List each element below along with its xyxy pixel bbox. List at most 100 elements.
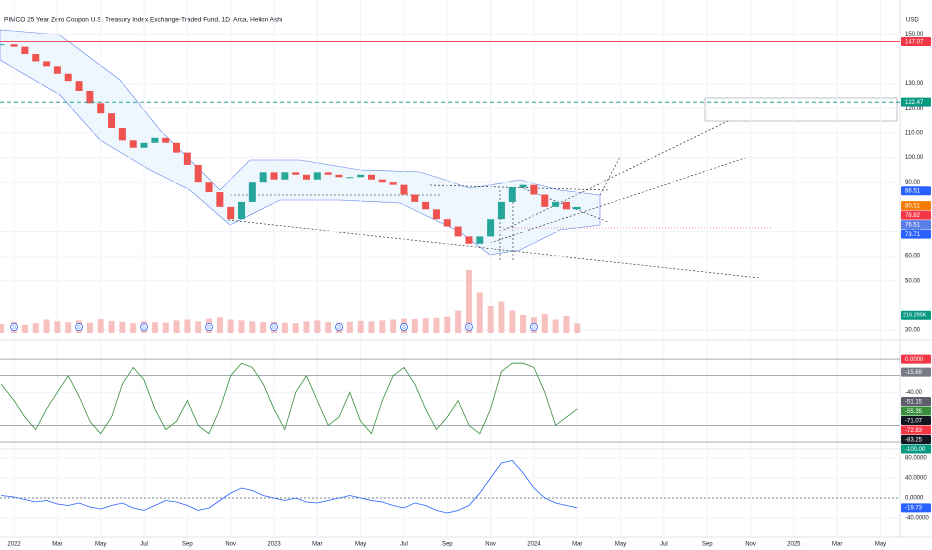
candle [183,152,191,165]
candle [476,236,484,244]
dividend-label: D [532,325,536,330]
x-tick-label: 2024 [527,542,541,548]
volume-bar [552,319,559,333]
candle [205,182,213,193]
candle [118,127,126,141]
candle [389,182,397,185]
candle [454,226,462,237]
candle [562,201,570,210]
price-tag-label: -71.07 [905,418,923,424]
candle [552,201,560,207]
volume-bar [314,320,321,333]
x-tick-label: May [95,542,106,548]
x-tick-label: Mar [572,542,582,548]
volume-bar [368,321,375,333]
x-tick-label: Mar [832,542,842,548]
candle [411,194,419,202]
y-tick-label: 80.0000 [905,456,927,462]
volume-bar [498,301,505,333]
candle [97,103,105,114]
candle [140,142,148,148]
price-tag [901,406,931,416]
volume-bar [379,320,386,333]
candle [21,46,29,55]
x-tick-label: May [355,542,366,548]
candle [194,164,202,183]
volume-bar [346,321,353,333]
dividend-label: D [402,325,406,330]
candle [129,140,137,148]
x-tick-label: Sep [442,542,453,548]
candle [335,174,343,178]
y-tick-label: 150.00 [905,32,924,38]
price-tag-label: 0.0000 [905,357,924,363]
momentum-tag [901,503,931,513]
price-tag [901,367,931,377]
x-tick-label: May [875,542,886,548]
candle [346,177,354,179]
candle [281,172,289,180]
candle [519,184,527,188]
dividend-icon [335,323,343,331]
price-tag [901,37,931,47]
x-tick-label: Mar [52,542,62,548]
candle [10,44,18,47]
y-tick-label: 40.0000 [905,476,927,482]
price-tag-label: -100.00 [905,447,926,453]
y-tick-label: 0.0000 [905,496,924,502]
candle [43,61,51,67]
volume-bar [97,319,104,333]
price-tag [901,397,931,407]
candle [259,172,267,183]
trend-drawings [227,119,761,279]
volume-bar [195,321,202,333]
volume-bar [173,320,180,333]
volume-bar [238,320,245,333]
y-tick-label: -40.00 [905,390,923,396]
price-tag [901,186,931,196]
y-tick-label: 120.00 [905,106,924,112]
volume-bar [260,322,267,333]
volume-bar [509,310,516,333]
x-tick-label: 2023 [267,542,281,548]
volume-bar [86,322,93,333]
candle [313,172,321,180]
volume-bar [465,270,472,333]
oscillator-line [0,362,578,435]
price-tag-label: 86.51 [905,189,921,195]
bollinger-band [0,29,601,256]
price-tag-label: -51.15 [905,399,923,405]
candle [53,66,61,74]
price-tag-label: 78.82 [905,213,921,219]
volume-bar [54,321,61,333]
volume-bar [130,323,137,333]
dividend-icon [400,323,408,331]
price-tag-label: -15.69 [905,370,923,376]
volume-bar [108,320,115,333]
x-tick-label: Nov [745,542,756,548]
y-tick-label: 130.00 [905,81,924,87]
volume-bar [43,319,50,333]
volume-bar [325,322,332,333]
dividend-label: D [77,325,81,330]
candle [162,137,170,143]
volume-bar [563,315,570,333]
dividend-label: D [142,325,146,330]
volume-bar [151,322,158,333]
volume-bar [216,317,223,333]
y-tick-label: 30.00 [905,328,921,334]
price-tag [901,220,931,230]
volume-bar [433,317,440,333]
candle [270,172,278,180]
candle [64,73,72,82]
volume-tag [901,310,931,320]
price-tag [901,416,931,426]
price-tag-label: 80.51 [905,203,921,209]
candle [86,91,94,104]
volume-bar [357,320,364,333]
price-tag-label: -83.25 [905,437,923,443]
candle [173,142,181,153]
price-tag-label: 122.47 [905,100,924,106]
price-tag-label: 73.71 [905,232,921,238]
x-tick-label: Jul [660,542,668,548]
